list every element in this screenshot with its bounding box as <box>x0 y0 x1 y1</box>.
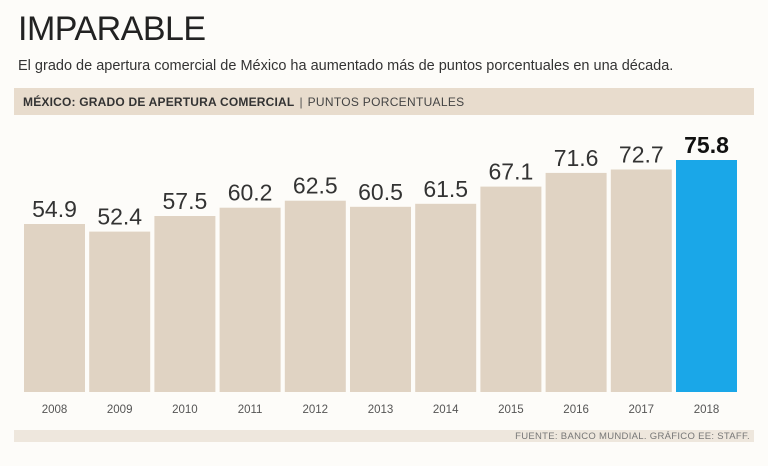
data-label-2015: 67.1 <box>489 159 534 185</box>
bar-2015 <box>480 186 542 392</box>
data-label-2008: 54.9 <box>32 196 77 222</box>
data-label-2016: 71.6 <box>554 145 599 171</box>
bar-2017 <box>610 169 672 392</box>
bar-2016 <box>545 172 607 392</box>
data-label-2013: 60.5 <box>358 179 403 205</box>
bar-2018 <box>676 160 737 392</box>
data-label-2018: 75.8 <box>684 132 729 158</box>
source-footer: FUENTE: BANCO MUNDIAL. GRÁFICO EE: STAFF… <box>14 430 754 442</box>
data-label-2010: 57.5 <box>163 188 208 214</box>
chart-band-label: MÉXICO: GRADO DE APERTURA COMERCIAL <box>23 94 295 109</box>
data-label-2012: 62.5 <box>293 173 338 199</box>
data-label-2017: 72.7 <box>619 142 664 168</box>
x-tick-2010: 2010 <box>172 404 198 416</box>
data-label-2009: 52.4 <box>97 204 142 230</box>
x-tick-2012: 2012 <box>303 404 329 416</box>
x-tick-2015: 2015 <box>498 404 524 416</box>
x-tick-2009: 2009 <box>107 404 133 416</box>
chart-subtitle: El grado de apertura comercial de México… <box>18 58 674 74</box>
source-text: FUENTE: BANCO MUNDIAL. GRÁFICO EE: STAFF… <box>515 430 750 442</box>
x-tick-2014: 2014 <box>433 404 459 416</box>
chart-band-separator: | <box>299 94 303 109</box>
x-tick-2008: 2008 <box>42 404 68 416</box>
x-tick-2011: 2011 <box>238 404 263 416</box>
chart-header-band: MÉXICO: GRADO DE APERTURA COMERCIAL | PU… <box>14 88 754 115</box>
chart-title: IMPARABLE <box>18 10 206 48</box>
x-tick-2018: 2018 <box>694 404 720 416</box>
data-label-2014: 61.5 <box>423 176 468 202</box>
bar-2012 <box>284 200 346 392</box>
bar-2008 <box>24 224 85 392</box>
bar-2011 <box>219 207 281 392</box>
x-tick-2013: 2013 <box>368 404 394 416</box>
bar-2014 <box>415 203 477 392</box>
x-tick-2016: 2016 <box>563 404 589 416</box>
bar-2013 <box>350 206 411 392</box>
chart-band-unit: PUNTOS PORCENTUALES <box>307 94 465 109</box>
bar-2009 <box>89 231 151 392</box>
bar-2010 <box>154 216 216 392</box>
data-label-2011: 60.2 <box>228 180 273 206</box>
x-tick-2017: 2017 <box>629 404 655 416</box>
